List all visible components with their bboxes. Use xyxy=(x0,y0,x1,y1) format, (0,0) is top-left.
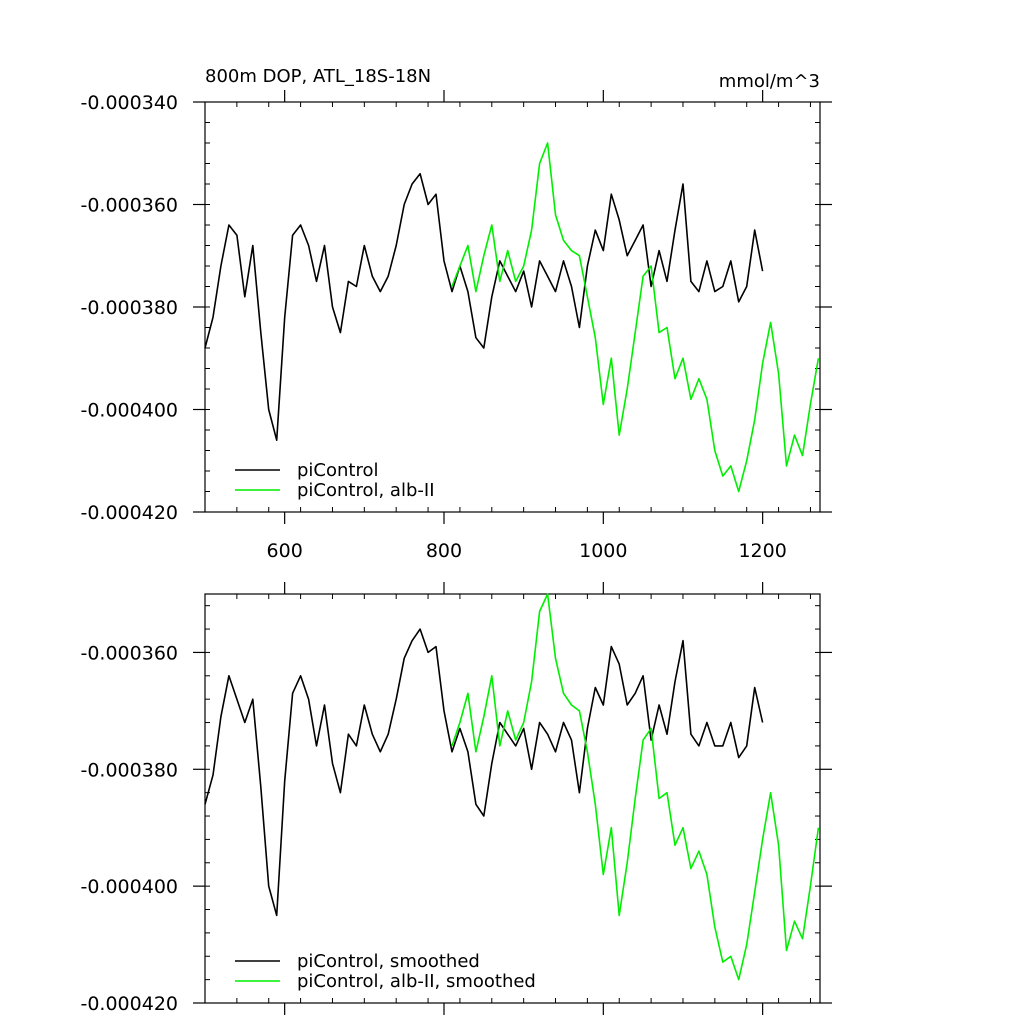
x-tick-label: 1200 xyxy=(738,540,786,562)
y-tick-label: -0.000380 xyxy=(80,759,178,781)
y-tick-label: -0.000400 xyxy=(80,400,178,422)
legend-label: piControl, alb-II, smoothed xyxy=(297,971,536,992)
bottom-panel: -0.000360 -0.000380 -0.000400 -0.000420 piCo… xyxy=(80,582,832,1015)
units-label: mmol/m^3 xyxy=(719,71,820,92)
x-tick-label: 600 xyxy=(267,540,303,562)
y-tick-label: -0.000360 xyxy=(80,642,178,664)
y-tick-label: -0.000400 xyxy=(80,876,178,898)
legend-label: piControl, alb-II xyxy=(297,480,435,501)
x-tick-label: 800 xyxy=(426,540,462,562)
y-tick-label: -0.000340 xyxy=(80,92,178,114)
top-panel: 600 800 1000 1200 -0.000340 -0.000360 -0.00038… xyxy=(80,90,832,562)
series-line xyxy=(204,172,764,442)
series-line xyxy=(451,593,820,981)
plot-frame xyxy=(204,593,821,1004)
legend-label: piControl, smoothed xyxy=(297,951,480,972)
series-line xyxy=(451,142,820,493)
y-tick-label: -0.000380 xyxy=(80,297,178,319)
series-line xyxy=(204,628,764,917)
y-tick-label: -0.000420 xyxy=(80,502,178,524)
x-tick-label: 1000 xyxy=(579,540,627,562)
chart-title: 800m DOP, ATL_18S-18N xyxy=(205,66,431,87)
legend-label: piControl xyxy=(297,460,379,481)
plot-frame xyxy=(204,101,821,513)
y-tick-label: -0.000360 xyxy=(80,195,178,217)
y-tick-label: -0.000420 xyxy=(80,993,178,1015)
